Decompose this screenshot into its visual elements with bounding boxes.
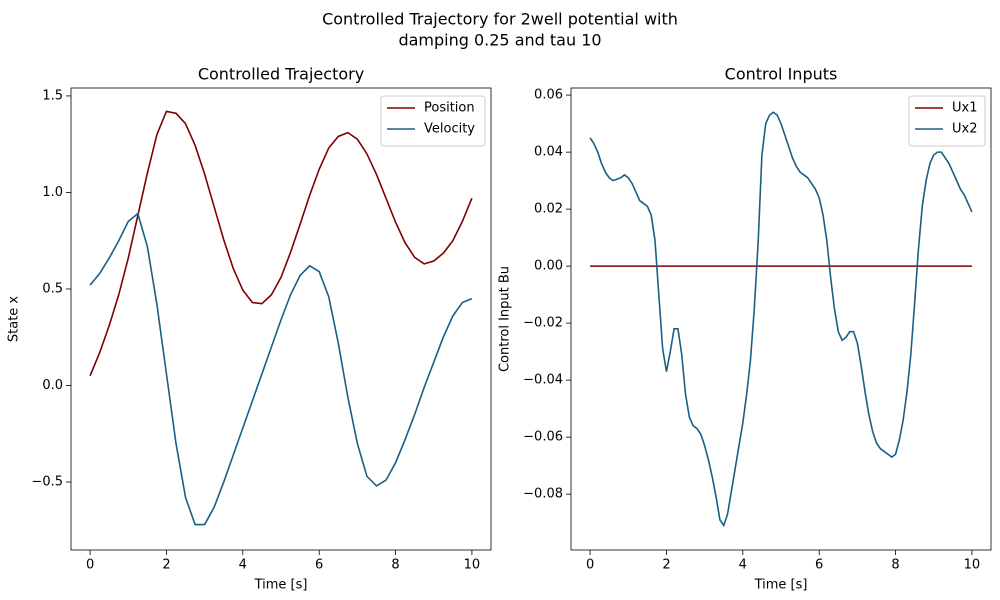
y-tick-label: 0.02 <box>534 202 563 217</box>
y-axis-label: State x <box>7 296 22 343</box>
legend-label: Position <box>424 101 475 116</box>
y-tick-label: −0.5 <box>31 475 63 490</box>
plot-frame <box>570 87 992 551</box>
data-line <box>89 212 473 526</box>
y-tick-label: 0.0 <box>42 378 63 393</box>
y-tick-label: 0.00 <box>534 259 563 274</box>
y-tick-label: −0.06 <box>523 430 563 445</box>
x-tick-label: 10 <box>464 558 481 573</box>
y-tick-label: 0.5 <box>42 281 63 296</box>
x-tick-label: 10 <box>964 558 981 573</box>
x-tick-label: 8 <box>891 558 899 573</box>
y-axis-label: Control Input Bu <box>498 266 513 372</box>
x-axis-label: Time [s] <box>754 578 808 593</box>
y-tick-label: 1.0 <box>42 185 63 200</box>
x-tick-label: 4 <box>739 558 747 573</box>
x-axis-label: Time [s] <box>254 578 308 593</box>
data-line <box>89 110 473 377</box>
legend-label: Ux1 <box>952 101 977 116</box>
y-tick-label: −0.02 <box>523 316 563 331</box>
figure-title: Controlled Trajectory for 2well potentia… <box>322 10 678 29</box>
x-tick-label: 0 <box>86 558 94 573</box>
y-tick-label: −0.08 <box>523 487 563 502</box>
x-tick-label: 6 <box>815 558 823 573</box>
x-tick-label: 0 <box>586 558 594 573</box>
x-tick-label: 2 <box>662 558 670 573</box>
chart-title: Controlled Trajectory <box>198 65 364 84</box>
x-tick-label: 8 <box>391 558 399 573</box>
figure-title: damping 0.25 and tau 10 <box>398 31 601 50</box>
x-tick-label: 6 <box>315 558 323 573</box>
legend-label: Ux2 <box>952 122 977 137</box>
legend-label: Velocity <box>424 122 475 137</box>
y-tick-label: −0.04 <box>523 373 563 388</box>
y-tick-label: 0.06 <box>534 88 563 103</box>
x-tick-label: 4 <box>239 558 247 573</box>
y-tick-label: 0.04 <box>534 145 563 160</box>
data-line <box>589 111 973 528</box>
chart-title: Control Inputs <box>725 65 838 84</box>
plot-frame <box>70 87 492 551</box>
x-tick-label: 2 <box>162 558 170 573</box>
y-tick-label: 1.5 <box>42 88 63 103</box>
